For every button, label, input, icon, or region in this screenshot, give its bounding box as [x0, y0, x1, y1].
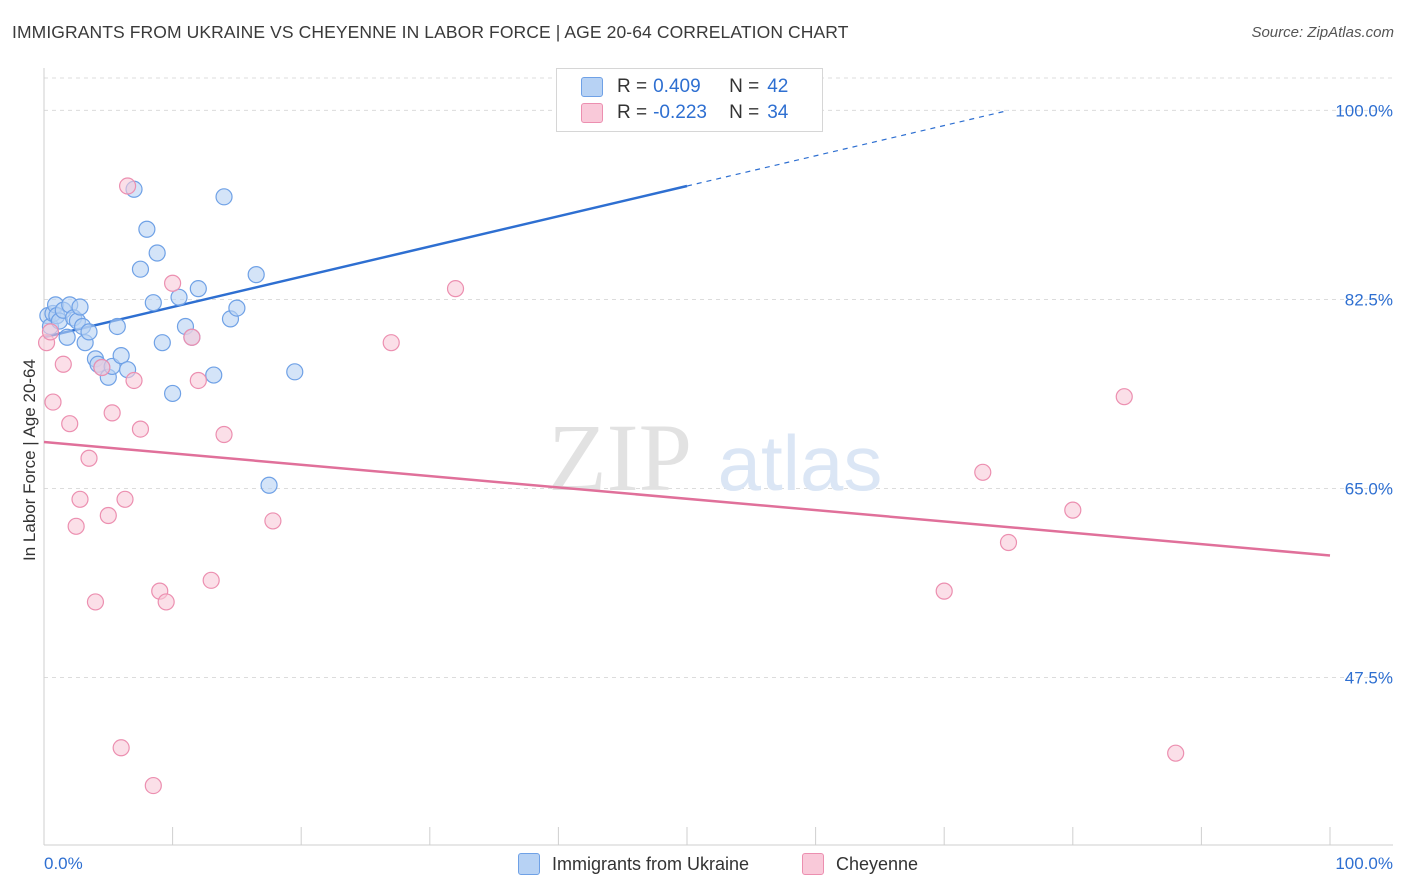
- watermark: ZIP atlas: [548, 404, 882, 511]
- cheyenne-point: [54, 355, 72, 373]
- x-tick-label: 100.0%: [1335, 854, 1393, 873]
- cheyenne-point: [144, 776, 162, 795]
- cheyenne-point: [44, 393, 62, 411]
- bottom-legend-label-cheyenne: Cheyenne: [836, 853, 919, 874]
- legend-n-value: 34: [767, 102, 789, 123]
- cheyenne-point: [99, 506, 117, 525]
- ukraine-trend-line: [43, 184, 688, 339]
- cheyenne-point: [103, 404, 121, 422]
- cheyenne-point: [1167, 744, 1185, 762]
- y-axis-label: In Labor Force | Age 20-64: [20, 359, 39, 561]
- bottom-legend-label-ukraine: Immigrants from Ukraine: [552, 853, 750, 874]
- ukraine-point: [205, 366, 223, 384]
- ukraine-point: [148, 244, 166, 262]
- cheyenne-point: [116, 490, 134, 508]
- cheyenne-point: [974, 463, 992, 481]
- legend-row-ukraine: R = 0.409 N = 42: [581, 75, 788, 99]
- ukraine-point: [164, 384, 182, 403]
- axes: [43, 68, 1393, 846]
- y-tick-label: 82.5%: [1345, 290, 1393, 309]
- cheyenne-point: [189, 371, 207, 390]
- y-tick-label: 47.5%: [1345, 669, 1393, 688]
- cheyenne-point: [1064, 501, 1082, 519]
- bottom-legend-swatch-ukraine: [518, 853, 540, 875]
- ukraine-point: [144, 294, 162, 312]
- cheyenne-point: [446, 280, 465, 298]
- watermark-zip: ZIP: [548, 404, 692, 511]
- tick-labels: 47.5% 65.0% 82.5% 100.0% 0.0% 100.0%: [44, 101, 1393, 873]
- chart-title: IMMIGRANTS FROM UKRAINE VS CHEYENNE IN L…: [12, 22, 849, 42]
- cheyenne-point: [1115, 388, 1133, 406]
- cheyenne-point: [131, 420, 150, 438]
- cheyenne-trend-line: [43, 440, 1331, 557]
- cheyenne-point: [164, 274, 182, 292]
- ukraine-point: [80, 323, 98, 341]
- ukraine-point: [108, 317, 126, 336]
- ukraine-point: [260, 476, 278, 494]
- cheyenne-point: [61, 415, 79, 433]
- cheyenne-point: [215, 425, 233, 444]
- cheyenne-point: [41, 323, 60, 341]
- ukraine-point: [112, 347, 130, 365]
- source-label: Source: ZipAtlas.com: [1251, 24, 1394, 41]
- cheyenne-point: [935, 582, 953, 600]
- cheyenne-point: [118, 177, 137, 195]
- cheyenne-point: [93, 358, 111, 377]
- cheyenne-point: [125, 371, 143, 390]
- trend-lines: [43, 109, 1331, 557]
- legend-swatch-ukraine: [581, 77, 603, 97]
- cheyenne-point: [112, 739, 130, 757]
- bottom-legend-ukraine[interactable]: Immigrants from Ukraine: [518, 852, 749, 876]
- ukraine-point: [215, 188, 233, 206]
- legend-r-value: -0.223: [653, 102, 707, 123]
- x-tick-label: 0.0%: [44, 854, 83, 873]
- ukraine-point: [189, 280, 207, 298]
- cheyenne-point: [183, 328, 201, 346]
- ukraine-point: [286, 363, 304, 381]
- y-tick-label: 65.0%: [1345, 480, 1393, 499]
- legend-n-label: N =: [729, 76, 760, 97]
- cheyenne-point: [999, 533, 1018, 552]
- grid-lines: [44, 77, 1393, 679]
- cheyenne-point: [157, 593, 175, 611]
- ukraine-point: [58, 328, 76, 346]
- bottom-legend-cheyenne[interactable]: Cheyenne: [802, 852, 918, 876]
- legend-swatch-cheyenne: [581, 103, 603, 123]
- ukraine-point: [153, 334, 171, 352]
- data-points: [37, 85, 1185, 795]
- cheyenne-point: [202, 571, 220, 589]
- cheyenne-point: [67, 517, 85, 535]
- legend-n-label: N =: [729, 102, 760, 123]
- legend-r-label: R =: [617, 76, 648, 97]
- y-tick-label: 100.0%: [1335, 101, 1393, 120]
- ukraine-point: [138, 220, 156, 238]
- cheyenne-point: [71, 490, 89, 508]
- cheyenne-point: [80, 449, 98, 467]
- stats-legend: R = 0.409 N = 42 R = -0.223 N = 34: [556, 68, 823, 132]
- bottom-legend-swatch-cheyenne: [802, 853, 824, 875]
- legend-r-label: R =: [617, 102, 648, 123]
- legend-r-value: 0.409: [653, 76, 701, 97]
- legend-n-value: 42: [767, 76, 789, 97]
- cheyenne-point: [86, 593, 105, 611]
- ukraine-point: [131, 260, 150, 278]
- legend-row-cheyenne: R = -0.223 N = 34: [581, 101, 788, 125]
- ukraine-point: [247, 266, 265, 284]
- ukraine-point: [71, 298, 89, 316]
- ukraine-point: [170, 288, 188, 306]
- ukraine-point: [228, 299, 246, 317]
- cheyenne-point: [264, 512, 282, 530]
- cheyenne-point: [382, 334, 400, 352]
- watermark-atlas: atlas: [718, 419, 883, 507]
